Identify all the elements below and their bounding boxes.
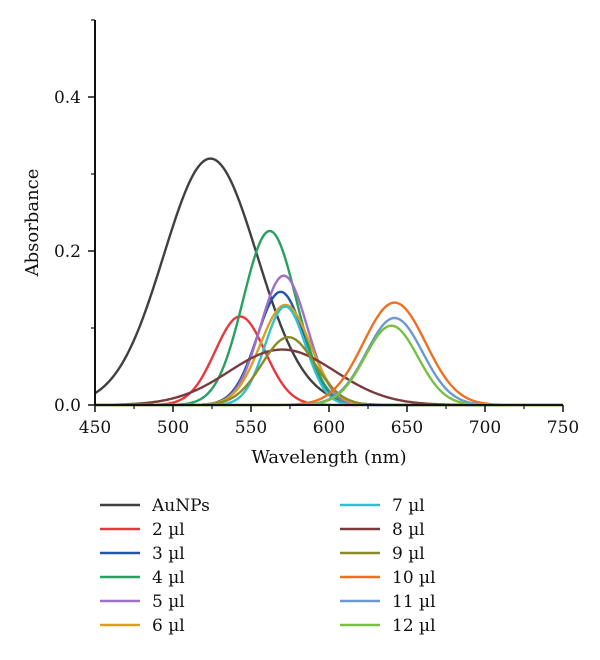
legend-label: 10 µl bbox=[392, 568, 436, 588]
legend-label: 3 µl bbox=[152, 544, 185, 564]
y-tick-label: 0.0 bbox=[54, 396, 81, 416]
y-tick-label: 0.2 bbox=[54, 242, 81, 262]
legend-label: 11 µl bbox=[392, 592, 436, 612]
legend-label: 9 µl bbox=[392, 544, 425, 564]
plot-curves bbox=[94, 157, 563, 407]
x-tick-label: 650 bbox=[391, 418, 423, 438]
x-tick-label: 600 bbox=[313, 418, 345, 438]
y-ticks: 0.0 0.2 0.4 bbox=[54, 19, 95, 416]
legend-label: 2 µl bbox=[152, 520, 185, 540]
legend-label: 6 µl bbox=[152, 616, 185, 636]
y-axis-title: Absorbance bbox=[22, 169, 43, 278]
x-axis-title: Wavelength (nm) bbox=[251, 447, 406, 468]
legend-label: 12 µl bbox=[392, 616, 436, 636]
y-tick-label: 0.4 bbox=[54, 88, 81, 108]
x-tick-label: 750 bbox=[547, 418, 579, 438]
legend-label: 7 µl bbox=[392, 496, 425, 516]
legend-label: 5 µl bbox=[152, 592, 185, 612]
axes bbox=[94, 20, 563, 406]
x-tick-label: 550 bbox=[235, 418, 267, 438]
x-tick-label: 450 bbox=[79, 418, 111, 438]
legend-label: 8 µl bbox=[392, 520, 425, 540]
legend-label: 4 µl bbox=[152, 568, 185, 588]
series-line-3 bbox=[95, 290, 563, 407]
legend-label: AuNPs bbox=[151, 496, 210, 516]
x-tick-label: 500 bbox=[157, 418, 189, 438]
series-line-4 bbox=[95, 229, 563, 407]
x-tick-label: 700 bbox=[469, 418, 501, 438]
legend: AuNPs 2 µl 3 µl 4 µl 5 µl 6 µl 7 µl 8 µl 9 µl 10 … bbox=[100, 496, 436, 636]
x-ticks: 450 500 550 600 650 700 750 bbox=[79, 405, 579, 438]
